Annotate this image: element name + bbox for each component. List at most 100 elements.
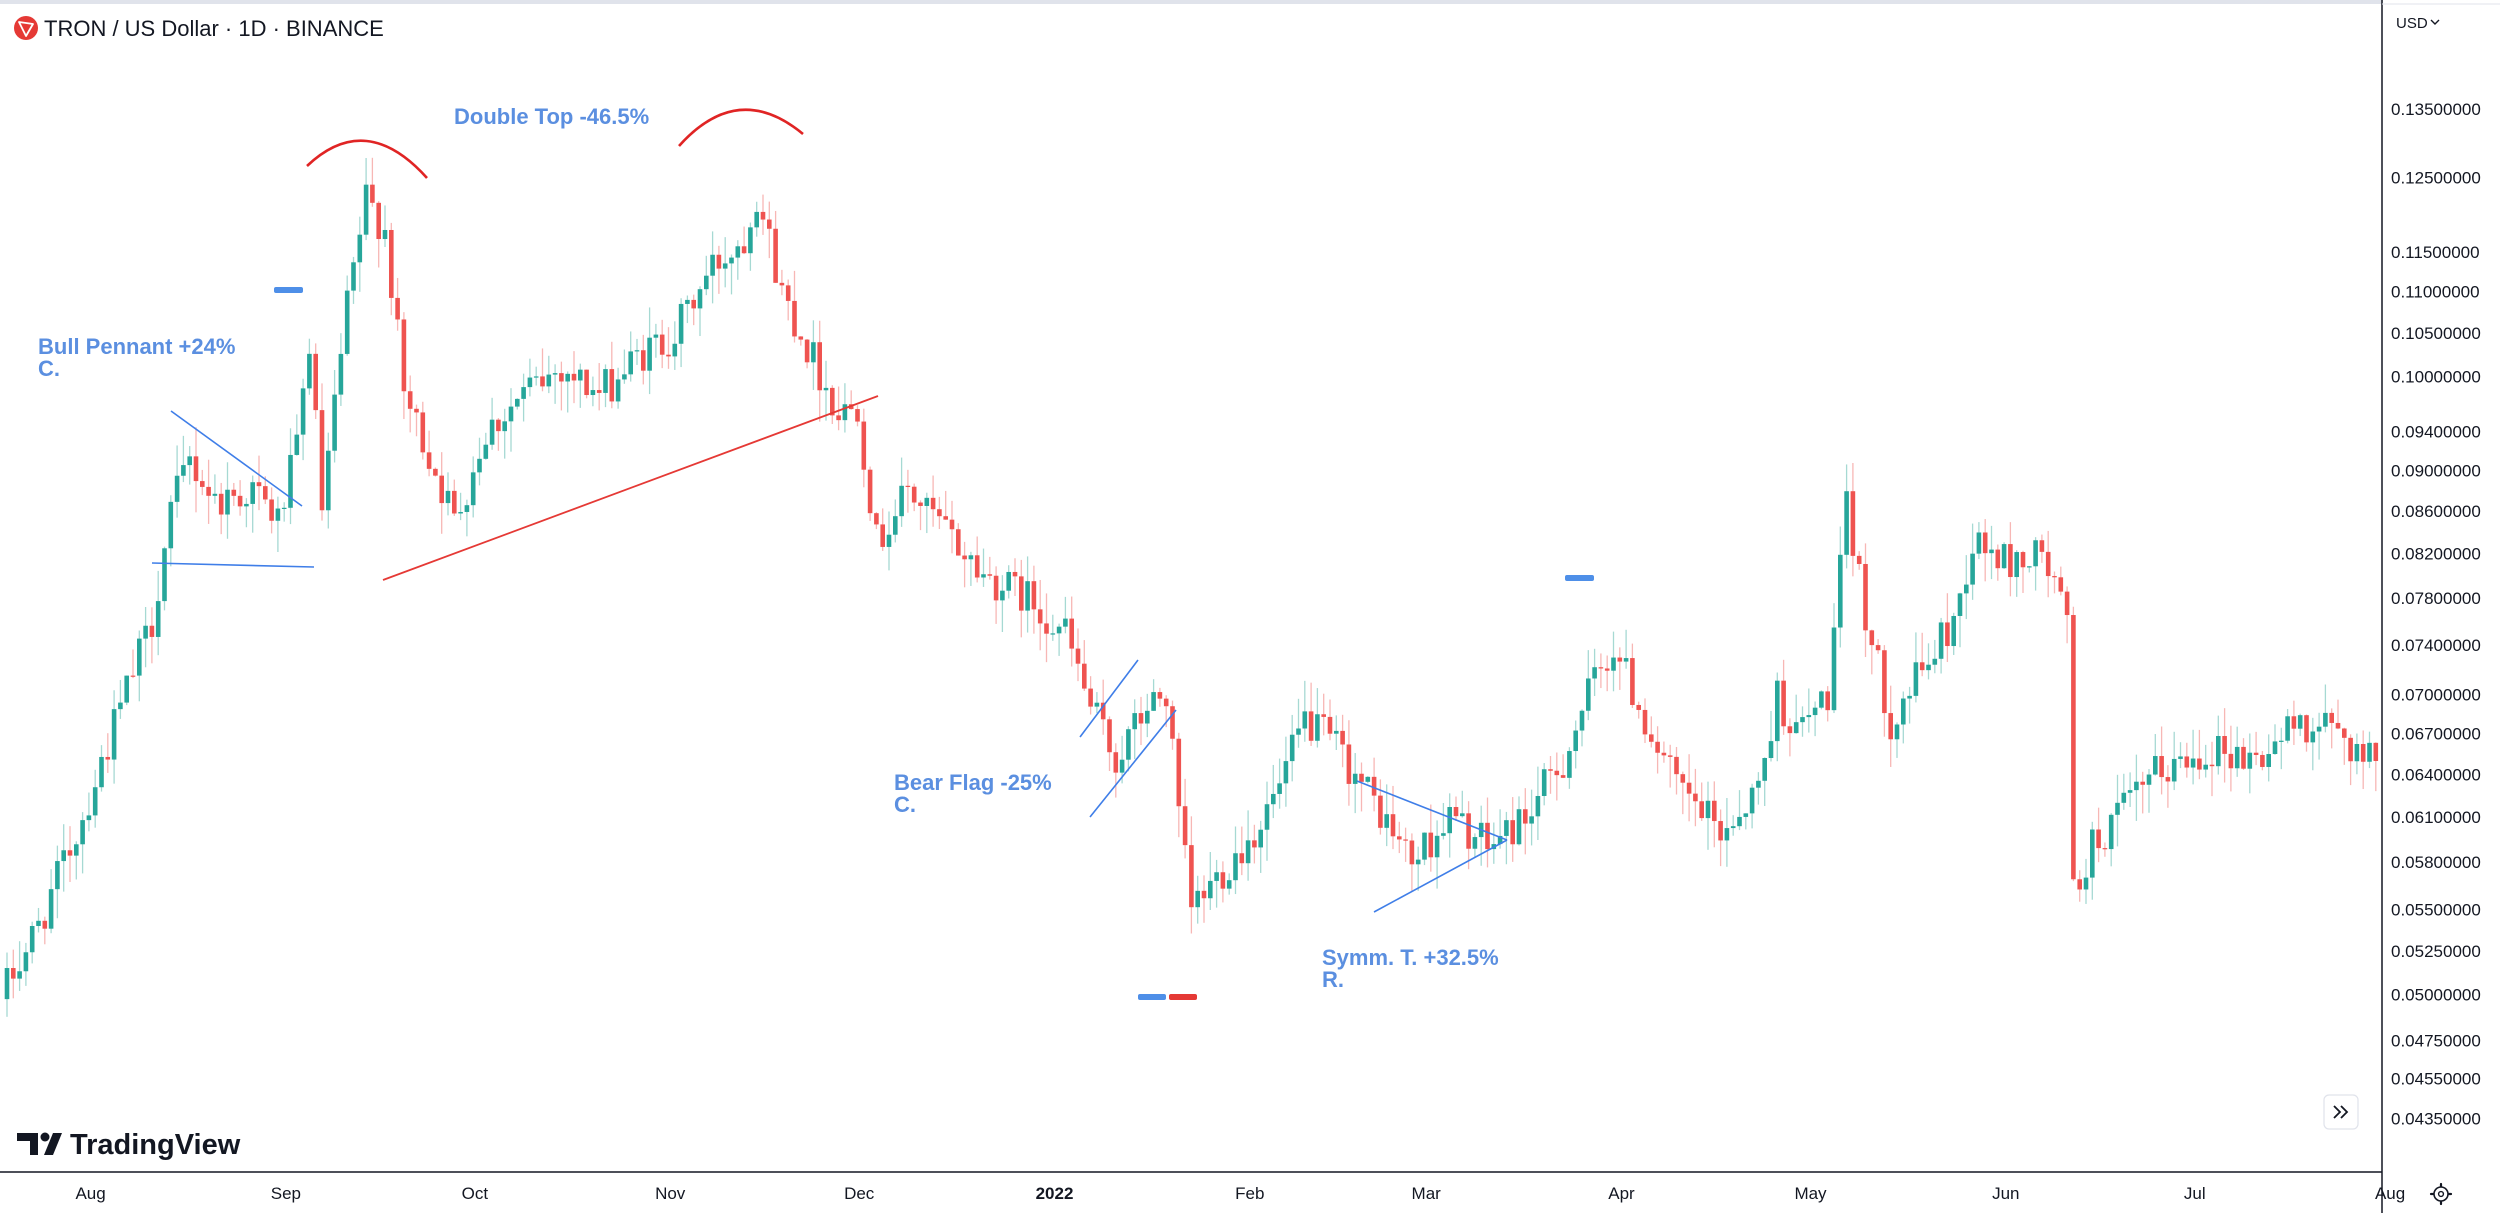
candle-body: [596, 390, 602, 393]
candle-body: [2367, 742, 2372, 762]
candle-body: [1913, 662, 1919, 696]
candle-body: [1655, 741, 1660, 753]
price-tick-label: 0.09400000: [2391, 423, 2481, 442]
candle-body: [1781, 680, 1786, 727]
candle-body: [2279, 740, 2284, 742]
candle-body: [943, 516, 948, 520]
candle-body: [1334, 730, 1339, 734]
candle-body: [2102, 848, 2108, 850]
candle-body: [1485, 822, 1490, 850]
candle-body: [710, 254, 715, 276]
candle-body: [401, 319, 407, 392]
candle-body: [477, 458, 482, 473]
currency-selector[interactable]: USD: [2396, 15, 2428, 32]
candle-body: [993, 575, 999, 601]
candle-body: [2203, 764, 2208, 770]
candle-body: [1390, 814, 1396, 837]
price-tick-label: 0.10500000: [2391, 324, 2481, 343]
candle-body: [1063, 618, 1068, 627]
candle-body: [1529, 816, 1534, 824]
candle-body: [1882, 650, 1887, 714]
price-tick-label: 0.13500000: [2391, 100, 2481, 119]
candle-body: [1586, 678, 1591, 711]
candle-body: [470, 472, 476, 506]
candle-body: [1037, 609, 1043, 624]
candle-body: [1233, 853, 1238, 881]
candle-body: [704, 275, 709, 290]
candle-body: [1951, 615, 1956, 647]
candle-body: [363, 184, 369, 235]
candle-body: [2064, 591, 2070, 616]
candle-body: [1844, 491, 1849, 555]
candle-body: [1693, 793, 1698, 802]
candle-body: [2360, 743, 2366, 762]
candle-body: [407, 391, 413, 409]
candle-body: [1554, 770, 1560, 776]
candle-body: [1787, 726, 1793, 734]
price-tick-label: 0.05250000: [2391, 942, 2481, 961]
candle-body: [1283, 761, 1289, 784]
tradingview-wordmark: TradingView: [70, 1129, 241, 1161]
candle-body: [1327, 716, 1333, 734]
time-scale[interactable]: Aug Sep Oct Nov Dec 2022 Feb Mar Apr May Jun Jul Aug: [0, 1171, 2453, 1206]
candle-body: [11, 968, 16, 979]
candle-body: [1264, 804, 1270, 830]
price-tick-label: 0.05500000: [2391, 901, 2481, 920]
candle-body: [200, 481, 205, 487]
candle-body: [2077, 879, 2082, 890]
candle-body: [962, 555, 967, 560]
chevron-down-icon[interactable]: [2430, 19, 2440, 25]
candle-body: [1982, 532, 1988, 554]
price-tick-label: 0.09000000: [2391, 461, 2481, 480]
candle-body: [1056, 626, 1062, 634]
candle-body: [754, 211, 759, 228]
candle-body: [981, 574, 986, 578]
candle-body: [2045, 551, 2051, 577]
candle-body: [2014, 552, 2019, 578]
candle-body: [1019, 576, 1024, 611]
scroll-to-realtime-button[interactable]: [2323, 1094, 2359, 1130]
price-scale[interactable]: 0.13500000 0.12500000 0.11500000 0.11000000…: [2381, 0, 2500, 1213]
time-tick-label: Oct: [462, 1184, 489, 1203]
candle-body: [1831, 627, 1837, 711]
candle-body: [2335, 722, 2341, 729]
candle-body: [2253, 752, 2259, 755]
symbol-title[interactable]: TRON / US Dollar · 1D · BINANCE: [44, 16, 384, 41]
candle-body: [2159, 756, 2164, 778]
candlestick-plot[interactable]: [4, 157, 2379, 1017]
bear-flag-label: Bear Flag -25%: [894, 770, 1052, 795]
gear-icon[interactable]: [2429, 1182, 2453, 1206]
candle-body: [1258, 829, 1263, 848]
price-tick-label: 0.08200000: [2391, 544, 2481, 563]
candle-body: [2096, 829, 2101, 849]
candle-body: [130, 675, 136, 677]
candle-body: [433, 468, 438, 476]
candle-body: [300, 388, 306, 435]
candle-body: [842, 404, 848, 421]
candle-body: [855, 409, 860, 422]
price-scale-bg: [2383, 0, 2500, 1213]
bull-pennant-status: C.: [38, 356, 60, 381]
candle-body: [533, 376, 539, 378]
candle-body: [1932, 658, 1938, 665]
candle-body: [1245, 840, 1251, 864]
candle-body: [61, 850, 66, 862]
candle-body: [785, 285, 791, 301]
candle-body: [445, 490, 451, 504]
candle-body: [458, 511, 463, 514]
candle-body: [672, 343, 678, 357]
candle-body: [452, 490, 457, 514]
candle-body: [1189, 845, 1194, 908]
candle-body: [2266, 754, 2271, 767]
candle-body: [55, 861, 60, 890]
candle-body: [1768, 741, 1774, 759]
candle-body: [1145, 710, 1150, 724]
candle-body: [351, 262, 356, 291]
candle-body: [2354, 743, 2360, 762]
candle-body: [389, 229, 394, 298]
candle-body: [521, 387, 526, 399]
candle-body: [2178, 756, 2183, 759]
candle-body: [628, 351, 633, 375]
candle-body: [1573, 730, 1578, 752]
candle-body: [376, 202, 381, 240]
